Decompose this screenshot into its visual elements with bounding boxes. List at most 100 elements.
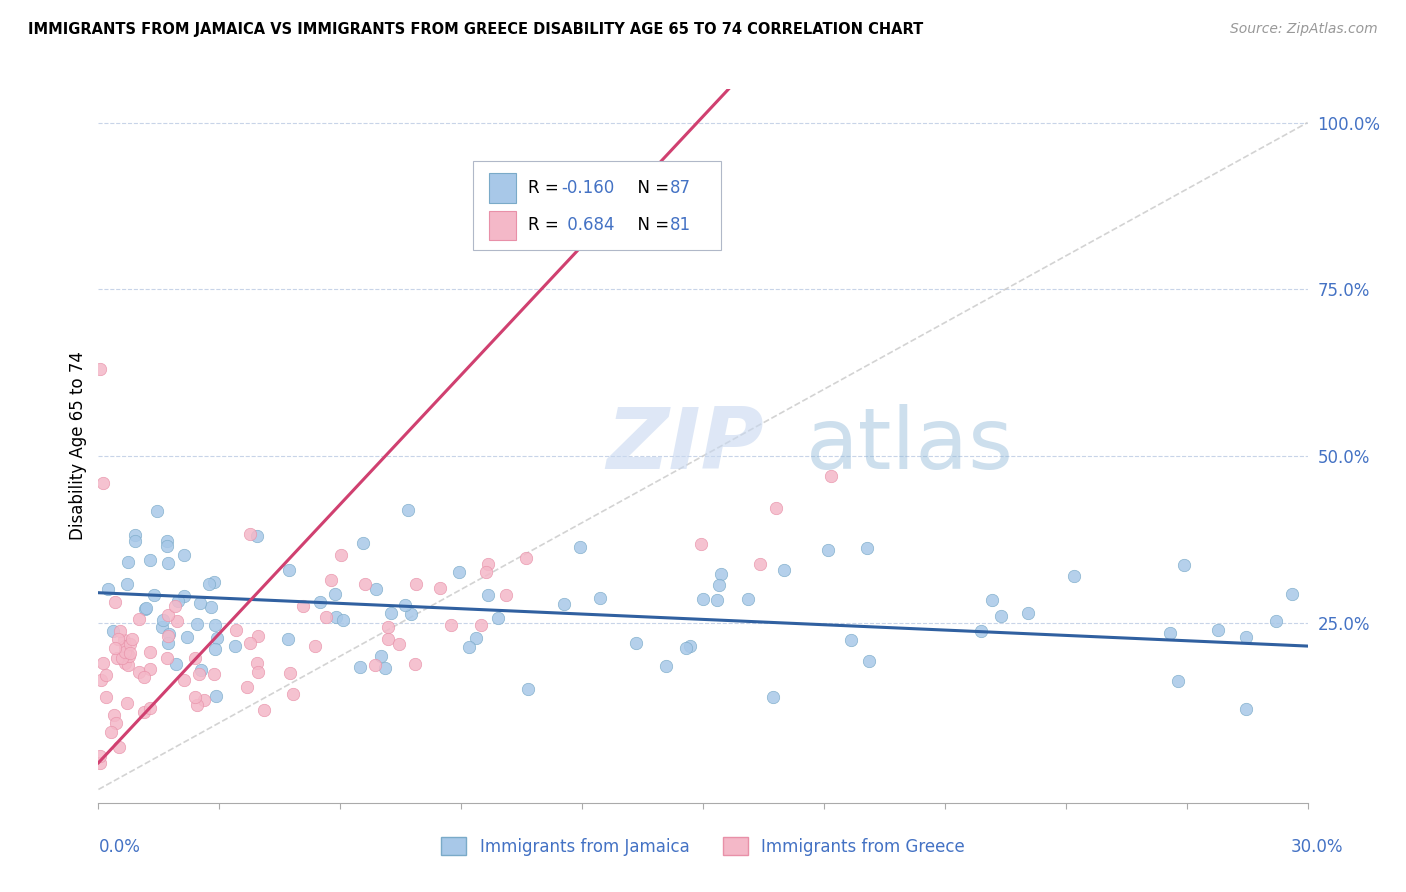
Point xyxy=(486,611,509,625)
Point xyxy=(112,633,135,648)
Text: atlas: atlas xyxy=(806,404,1014,488)
Point xyxy=(205,689,228,703)
Point xyxy=(173,673,195,687)
Point xyxy=(188,666,211,681)
Point xyxy=(429,582,451,596)
Point xyxy=(1159,626,1181,640)
Point xyxy=(1063,569,1085,583)
Point xyxy=(1017,606,1039,620)
Point xyxy=(325,609,347,624)
Point xyxy=(748,557,770,571)
FancyBboxPatch shape xyxy=(474,161,721,250)
Point xyxy=(193,693,215,707)
Point xyxy=(120,637,142,651)
Point xyxy=(329,549,352,563)
Point xyxy=(150,620,173,634)
Text: N =: N = xyxy=(627,179,675,197)
Point xyxy=(352,536,374,550)
Point xyxy=(394,598,416,612)
Point xyxy=(675,640,697,655)
Point xyxy=(124,527,146,541)
Point xyxy=(239,635,262,649)
Point xyxy=(114,639,136,653)
Point xyxy=(139,701,162,715)
Text: 30.0%: 30.0% xyxy=(1291,838,1343,856)
Point xyxy=(165,599,187,614)
Point xyxy=(94,690,117,704)
Point xyxy=(114,656,136,670)
Point xyxy=(1234,631,1257,645)
Point xyxy=(765,500,787,515)
Point xyxy=(820,468,842,483)
Point xyxy=(839,632,862,647)
Point xyxy=(118,649,141,664)
Point xyxy=(167,594,190,608)
Point xyxy=(110,651,132,665)
Point xyxy=(858,654,880,668)
Point xyxy=(107,632,129,646)
FancyBboxPatch shape xyxy=(489,173,516,203)
Point xyxy=(186,698,208,712)
Point xyxy=(1234,702,1257,716)
Point xyxy=(157,627,180,641)
Point xyxy=(97,582,120,596)
Point xyxy=(332,613,354,627)
Point xyxy=(277,632,299,646)
Point xyxy=(128,612,150,626)
Point xyxy=(1206,623,1229,637)
Point xyxy=(495,588,517,602)
Point xyxy=(366,582,388,596)
Point xyxy=(323,587,346,601)
Point xyxy=(134,602,156,616)
Point xyxy=(89,749,111,764)
Point xyxy=(475,565,498,579)
Point xyxy=(283,687,305,701)
Point xyxy=(89,756,111,770)
Point xyxy=(190,663,212,677)
Point xyxy=(1167,673,1189,688)
Point xyxy=(706,593,728,607)
Point xyxy=(204,618,226,632)
Point xyxy=(374,661,396,675)
Point xyxy=(104,595,127,609)
Point xyxy=(156,534,179,549)
Point xyxy=(309,594,332,608)
Point xyxy=(1281,587,1303,601)
Point xyxy=(364,658,387,673)
Point xyxy=(142,588,165,602)
Point xyxy=(188,597,211,611)
Point xyxy=(100,725,122,739)
Point xyxy=(132,706,155,720)
Point xyxy=(152,613,174,627)
Point xyxy=(772,563,794,577)
Point xyxy=(89,362,111,376)
Point xyxy=(280,666,302,681)
Point xyxy=(624,636,647,650)
Point xyxy=(449,565,471,579)
Point xyxy=(204,641,226,656)
Point xyxy=(135,601,157,615)
Point xyxy=(349,660,371,674)
Point xyxy=(1173,558,1195,572)
Point xyxy=(173,589,195,603)
Point xyxy=(157,636,180,650)
Point xyxy=(186,616,208,631)
Point xyxy=(762,690,785,704)
Point xyxy=(145,504,167,518)
Point xyxy=(655,659,678,673)
Point xyxy=(253,703,276,717)
Text: 87: 87 xyxy=(671,179,692,197)
Point xyxy=(165,657,187,672)
Y-axis label: Disability Age 65 to 74: Disability Age 65 to 74 xyxy=(69,351,87,541)
Point xyxy=(377,632,399,646)
Point xyxy=(204,667,226,681)
Point xyxy=(277,563,299,577)
Point xyxy=(464,632,486,646)
Point xyxy=(377,620,399,634)
Point xyxy=(388,637,411,651)
Point xyxy=(202,575,225,590)
Point xyxy=(173,548,195,562)
Point xyxy=(156,539,179,553)
Point xyxy=(477,557,499,571)
Point xyxy=(91,475,114,490)
